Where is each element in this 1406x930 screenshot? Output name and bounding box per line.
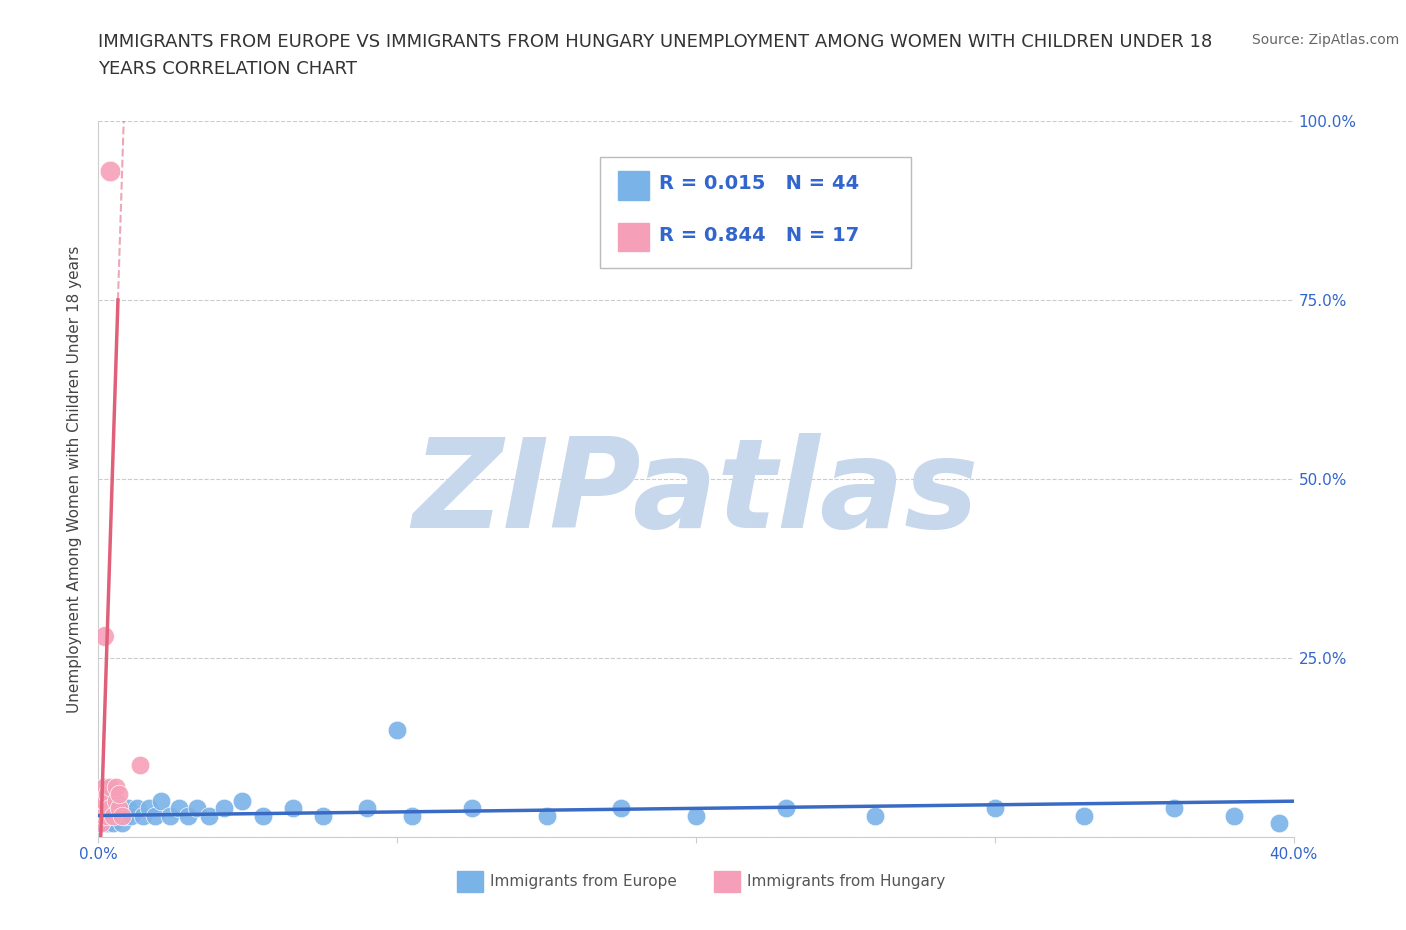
Point	[252, 808, 274, 823]
Point	[212, 801, 235, 816]
Point	[150, 794, 173, 809]
Point	[93, 801, 115, 816]
Text: R = 0.844   N = 17: R = 0.844 N = 17	[659, 226, 859, 245]
Point	[685, 808, 707, 823]
Bar	[457, 870, 484, 892]
Point	[117, 801, 139, 816]
Text: IMMIGRANTS FROM EUROPE VS IMMIGRANTS FROM HUNGARY UNEMPLOYMENT AMONG WOMEN WITH : IMMIGRANTS FROM EUROPE VS IMMIGRANTS FRO…	[98, 33, 1212, 50]
Point	[108, 787, 131, 802]
Text: YEARS CORRELATION CHART: YEARS CORRELATION CHART	[98, 60, 357, 78]
Point	[103, 808, 125, 823]
Point	[127, 801, 149, 816]
Point	[1163, 801, 1185, 816]
Point	[401, 808, 423, 823]
Point	[98, 779, 122, 794]
Point	[111, 808, 134, 823]
Point	[120, 808, 142, 823]
FancyBboxPatch shape	[600, 156, 911, 268]
Point	[311, 808, 333, 823]
Text: Immigrants from Europe: Immigrants from Europe	[491, 874, 678, 889]
Point	[865, 808, 887, 823]
Point	[90, 801, 112, 816]
Point	[93, 808, 115, 823]
Point	[186, 801, 208, 816]
Point	[93, 808, 115, 823]
Text: Immigrants from Hungary: Immigrants from Hungary	[748, 874, 946, 889]
Point	[93, 779, 115, 794]
Point	[231, 794, 253, 809]
Point	[610, 801, 633, 816]
Point	[177, 808, 200, 823]
Point	[90, 816, 112, 830]
Point	[108, 801, 131, 816]
Point	[93, 629, 115, 644]
Point	[105, 808, 128, 823]
Text: Source: ZipAtlas.com: Source: ZipAtlas.com	[1251, 33, 1399, 46]
Point	[281, 801, 304, 816]
Point	[356, 801, 378, 816]
Point	[108, 801, 131, 816]
Point	[96, 816, 118, 830]
Point	[103, 801, 125, 816]
Point	[114, 808, 136, 823]
Point	[536, 808, 558, 823]
Text: ZIPatlas: ZIPatlas	[413, 432, 979, 553]
Bar	[714, 870, 740, 892]
Point	[98, 808, 122, 823]
Point	[984, 801, 1007, 816]
Point	[105, 794, 128, 809]
Point	[129, 758, 152, 773]
Point	[138, 801, 160, 816]
Point	[105, 779, 128, 794]
Point	[1073, 808, 1095, 823]
Point	[96, 808, 118, 823]
Point	[461, 801, 484, 816]
Point	[385, 722, 409, 737]
Point	[775, 801, 797, 816]
Point	[98, 801, 122, 816]
Point	[198, 808, 221, 823]
Point	[1223, 808, 1246, 823]
Bar	[619, 171, 650, 200]
Point	[96, 801, 118, 816]
Point	[96, 787, 118, 802]
Text: R = 0.015   N = 44: R = 0.015 N = 44	[659, 175, 859, 193]
Point	[1267, 816, 1289, 830]
Point	[111, 816, 134, 830]
Point	[159, 808, 181, 823]
Point	[103, 816, 125, 830]
Point	[132, 808, 155, 823]
Point	[98, 164, 122, 179]
Y-axis label: Unemployment Among Women with Children Under 18 years: Unemployment Among Women with Children U…	[67, 246, 83, 712]
Point	[93, 794, 115, 809]
Bar	[619, 222, 650, 251]
Point	[143, 808, 166, 823]
Point	[167, 801, 190, 816]
Point	[98, 794, 122, 809]
Point	[90, 816, 112, 830]
